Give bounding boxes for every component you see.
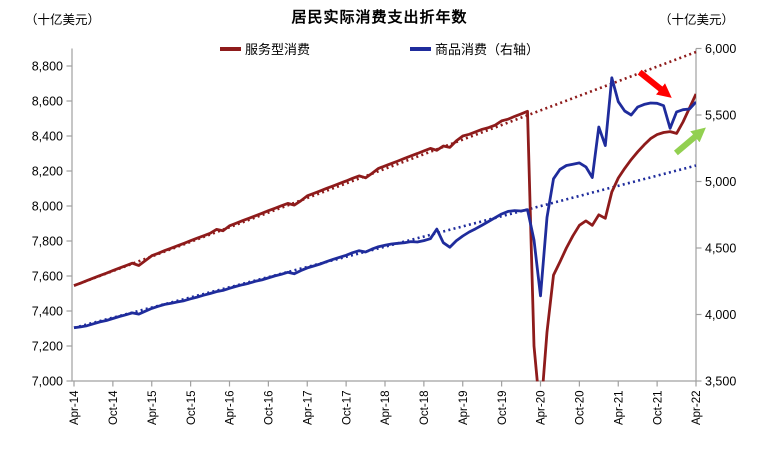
- left-axis-tick-label: 7,800: [32, 234, 63, 248]
- x-axis-tick-label: Apr-20: [536, 391, 548, 426]
- right-axis-tick-label: 6,000: [705, 42, 736, 56]
- left-axis-tick-label: 8,200: [32, 164, 63, 178]
- left-axis-unit-label: （十亿美元）: [25, 13, 101, 27]
- left-axis-tick-label: 8,400: [32, 129, 63, 143]
- x-axis-tick-label: Oct-20: [575, 391, 587, 426]
- goods-line-swatch: [410, 46, 431, 51]
- right-axis-tick-label: 5,500: [705, 108, 736, 122]
- x-axis-tick-label: Apr-18: [380, 391, 392, 426]
- legend-item-goods: 商品消费（右轴）: [410, 39, 539, 58]
- x-axis-tick-label: Apr-22: [691, 391, 703, 426]
- goods-series-line: [73, 76, 696, 330]
- services-line-swatch: [219, 46, 241, 51]
- x-axis-tick-label: Oct-19: [497, 391, 509, 426]
- x-axis-tick-label: Oct-18: [419, 391, 431, 426]
- left-axis-tick-label: 8,000: [32, 199, 63, 213]
- x-axis-tick-label: Oct-21: [652, 391, 664, 426]
- x-axis-tick-label: Apr-19: [458, 391, 470, 426]
- right-axis-tick-label: 4,500: [705, 241, 736, 255]
- red-arrow: [637, 69, 672, 98]
- axis-frame: [71, 48, 697, 382]
- right-axis-tick-label: 4,000: [705, 308, 736, 322]
- x-axis-tick-label: Oct-16: [264, 391, 276, 426]
- x-axis-tick-label: Apr-14: [69, 390, 81, 425]
- left-axis-tick-label: 7,000: [32, 374, 63, 388]
- legend: 服务型消费 商品消费（右轴）: [0, 39, 759, 58]
- legend-item-services: 服务型消费: [219, 39, 310, 58]
- x-axis-tick-label: Oct-15: [186, 391, 198, 426]
- legend-label-services: 服务型消费: [244, 42, 310, 57]
- x-axis-tick-label: Apr-17: [302, 391, 314, 426]
- x-axis-tick-label: Oct-17: [341, 391, 353, 426]
- services-series-line: [73, 93, 696, 382]
- x-axis-tick-label: Apr-16: [225, 391, 237, 426]
- right-axis-tick-label: 5,000: [705, 175, 736, 189]
- left-axis-tick-label: 8,600: [32, 94, 63, 108]
- left-axis-tick-label: 7,600: [32, 269, 63, 283]
- left-axis-tick-label: 8,800: [32, 59, 63, 73]
- chart-title: 居民实际消费支出折年数: [291, 9, 468, 26]
- x-axis-tick-label: Apr-21: [613, 391, 625, 426]
- green-arrow: [673, 127, 706, 156]
- x-axis-tick-label: Apr-15: [147, 391, 159, 426]
- x-axis-tick-label: Oct-14: [108, 390, 120, 425]
- left-axis-tick-label: 7,400: [32, 304, 63, 318]
- legend-label-goods: 商品消费（右轴）: [435, 42, 540, 57]
- right-axis-tick-label: 3,500: [705, 374, 736, 388]
- left-axis-tick-label: 7,200: [32, 339, 63, 353]
- right-axis-unit-label: （十亿美元）: [658, 13, 734, 27]
